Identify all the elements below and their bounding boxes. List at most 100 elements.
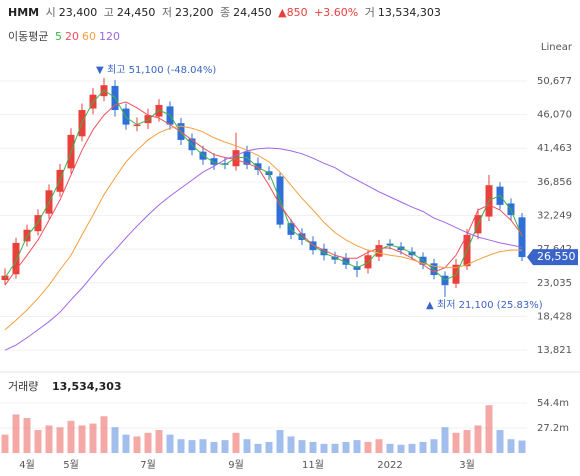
volume-bar: [298, 440, 306, 453]
legend-entry: 60: [81, 30, 96, 43]
candle-body: [254, 163, 262, 170]
candle-body: [320, 248, 328, 256]
legend-entry: 120: [98, 30, 120, 43]
volume-bar: [254, 443, 262, 453]
candle-body: [243, 151, 251, 165]
x-tick-label: 7월: [140, 459, 156, 471]
ma-line: [4, 125, 522, 331]
volume-bar: [331, 443, 339, 453]
volume-total: 13,534,303: [52, 380, 122, 393]
change-pct: +3.60%: [314, 6, 359, 19]
volume-bar: [221, 440, 229, 453]
candle-body: [221, 163, 229, 165]
candle-body: [386, 243, 394, 246]
volume-bar: [232, 432, 240, 453]
volume-bar: [122, 434, 130, 453]
y-tick-label: 46,070: [537, 110, 572, 121]
volume-bar: [441, 427, 449, 453]
candle-body: [342, 258, 350, 265]
volume-bar: [67, 420, 75, 453]
quote-header: HMM 시 23,400 고 24,450 저 23,200 종 24,450 ▲850…: [8, 4, 444, 20]
volume-bar: [474, 425, 482, 453]
quote-label: 거: [364, 6, 375, 19]
quote-value: 23,200: [174, 6, 214, 19]
candle-body: [133, 124, 141, 127]
ticker: HMM: [8, 6, 40, 19]
quote-label: 저: [161, 6, 172, 19]
volume-bar: [45, 425, 53, 453]
y-tick-label: 36,856: [537, 177, 572, 188]
legend-entry: 5: [54, 30, 62, 43]
candle-body: [210, 158, 218, 165]
volume-bar: [507, 439, 515, 453]
price-tag-label: 26,550: [537, 250, 576, 263]
ma-line: [4, 101, 523, 286]
volume-bar: [12, 414, 20, 453]
up-arrow: ▲: [278, 6, 287, 19]
volume-bar: [177, 439, 185, 453]
volume-bar: [23, 418, 31, 453]
candle-body: [232, 150, 240, 167]
volume-bar: [452, 432, 460, 453]
low-note: 최저 21,100 (25.83%): [437, 299, 543, 311]
volume-bar: [485, 405, 493, 453]
candle-body: [309, 241, 317, 251]
volume-bar: [419, 441, 427, 453]
volume-bar: [243, 439, 251, 453]
ma-title: 이동평균: [8, 30, 49, 43]
y-tick-label: 41,463: [537, 143, 572, 154]
volume-title: 거래량: [8, 380, 38, 393]
volume-bar: [188, 440, 196, 453]
volume-bar: [100, 416, 108, 453]
candle-body: [12, 242, 20, 275]
volume-bar: [320, 443, 328, 453]
x-tick-label: 4월: [19, 459, 35, 471]
quote-value: 13,534,303: [377, 6, 441, 19]
change: 850: [286, 6, 308, 19]
y-tick-label: 13,821: [537, 345, 572, 356]
quote-label: 고: [103, 6, 114, 19]
volume-bar: [265, 441, 273, 453]
y-tick-label: 18,428: [537, 311, 572, 322]
ma-line: [4, 147, 523, 351]
volume-bar: [309, 441, 317, 453]
x-tick-label: 3월: [459, 459, 475, 471]
volume-bar: [430, 439, 438, 453]
volume-bar: [111, 427, 119, 453]
ma-legend: 이동평균 5 20 60 120: [8, 28, 120, 44]
volume-bar: [496, 430, 504, 453]
candle-body: [298, 233, 306, 240]
x-tick-label: 9월: [228, 459, 244, 471]
volume-bar: [463, 430, 471, 453]
low-arrow: ▲: [426, 300, 434, 311]
volume-bar: [144, 432, 152, 453]
scale-label: Linear: [541, 42, 573, 53]
volume-bar: [1, 434, 9, 453]
volume-bar: [78, 425, 86, 453]
volume-bar: [155, 430, 163, 453]
quote-label: 시: [45, 6, 56, 19]
volume-bar: [199, 439, 207, 453]
volume-tick-label: 27.2m: [537, 423, 569, 434]
volume-bar: [386, 443, 394, 453]
x-tick-label: 5월: [63, 459, 79, 471]
candle-body: [155, 104, 163, 117]
quote-value: 24,450: [233, 6, 272, 19]
quote-label: 종: [219, 6, 231, 19]
volume-bar: [518, 440, 526, 453]
y-tick-label: 32,249: [537, 210, 572, 221]
quote-value: 23,400: [58, 6, 98, 19]
volume-bar: [364, 441, 372, 453]
price-tag: [527, 249, 578, 266]
volume-bar: [375, 439, 383, 453]
candle-body: [144, 115, 152, 124]
volume-bar: [210, 441, 218, 453]
candle-body: [430, 263, 438, 275]
volume-bar: [342, 441, 350, 453]
volume-bar: [133, 436, 141, 453]
y-tick-label: 23,035: [537, 278, 572, 289]
volume-bar: [89, 423, 97, 453]
volume-bar: [276, 430, 284, 453]
